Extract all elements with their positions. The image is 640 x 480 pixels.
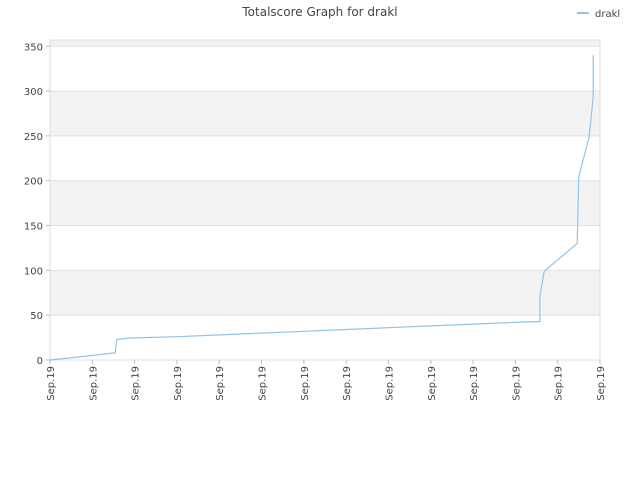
x-tick-label: Sep.19 bbox=[384, 366, 395, 401]
y-tick-label: 0 bbox=[37, 356, 43, 367]
x-tick-label: Sep.19 bbox=[173, 366, 184, 401]
plot-band bbox=[50, 46, 600, 92]
legend-label: drakl bbox=[595, 9, 620, 20]
x-tick-label: Sep.19 bbox=[511, 366, 522, 401]
chart-title: Totalscore Graph for drakl bbox=[241, 5, 397, 19]
plot-band bbox=[50, 225, 600, 271]
x-tick-label: Sep.19 bbox=[46, 366, 57, 401]
plot-band bbox=[50, 135, 600, 181]
x-tick-label: Sep.19 bbox=[554, 366, 565, 401]
y-tick-label: 50 bbox=[30, 311, 43, 322]
x-tick-label: Sep.19 bbox=[131, 366, 142, 401]
x-tick-label: Sep.19 bbox=[258, 366, 269, 401]
y-tick-label: 350 bbox=[24, 42, 43, 53]
x-tick-label: Sep.19 bbox=[300, 366, 311, 401]
x-tick-label: Sep.19 bbox=[342, 366, 353, 401]
x-tick-label: Sep.19 bbox=[427, 366, 438, 401]
plot-band bbox=[50, 91, 600, 136]
plot-band bbox=[50, 40, 600, 47]
y-tick-label: 200 bbox=[24, 177, 43, 188]
x-tick-label: Sep.19 bbox=[469, 366, 480, 401]
x-tick-label: Sep.19 bbox=[88, 366, 99, 401]
series-line bbox=[49, 55, 594, 361]
x-tick-label: Sep.19 bbox=[596, 366, 607, 401]
plot-band bbox=[50, 180, 600, 226]
y-tick-label: 100 bbox=[24, 266, 43, 277]
y-tick-label: 150 bbox=[24, 222, 43, 233]
plot-band bbox=[50, 270, 600, 316]
y-tick-label: 300 bbox=[24, 87, 43, 98]
x-tick-label: Sep.19 bbox=[215, 366, 226, 401]
y-tick-label: 250 bbox=[24, 132, 43, 143]
